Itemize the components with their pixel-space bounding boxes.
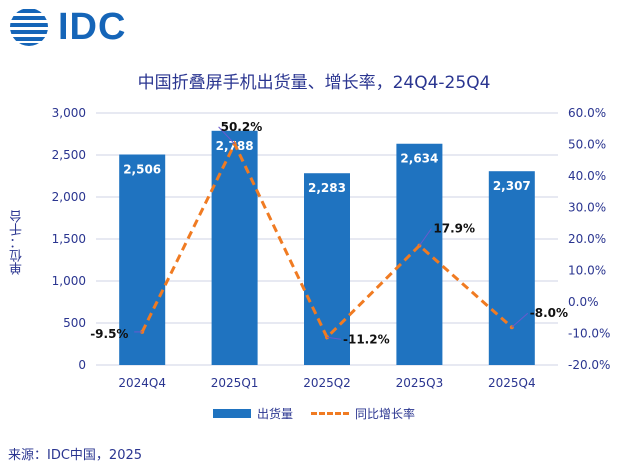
legend-swatch-bar [212,409,251,418]
y-tick-label: 3,000 [52,106,86,120]
line-value-label: 17.9% [433,222,475,236]
idc-logo: IDC [8,6,138,48]
y2-tick-label: 50.0% [568,138,606,152]
source-note: 来源：IDC中国，2025 [8,448,143,463]
y-tick-label: 2,000 [52,190,86,204]
globe-icon [10,9,48,46]
line-value-label: 50.2% [221,120,263,134]
y2-tick-label: -10.0% [568,327,610,341]
legend: 出货量 同比增长率 [0,405,628,422]
x-tick-label: 2025Q2 [303,376,351,390]
logo-text: IDC [58,6,127,48]
x-tick-label: 2025Q3 [396,376,444,390]
line-value-label: -11.2% [343,332,390,346]
bar [396,143,443,365]
bar [488,171,535,365]
line-value-label: -8.0% [530,306,568,320]
y2-tick-label: 30.0% [568,201,606,215]
bar-value-label: 2,307 [493,179,531,193]
y-tick-label: 1,000 [52,274,86,288]
y2-tick-label: -20.0% [568,358,610,372]
legend-item-line: 同比增长率 [311,405,415,422]
legend-item-bar: 出货量 [212,405,293,422]
y2-tick-label: 20.0% [568,232,606,246]
x-tick-label: 2025Q4 [488,376,536,390]
y2-tick-label: 40.0% [568,169,606,183]
line-value-label: -9.5% [90,327,128,341]
label-leader [218,126,235,145]
bar-value-label: 2,506 [123,162,161,176]
legend-swatch-line [311,412,349,415]
label-leader [418,228,432,246]
label-leader [511,312,529,328]
y-tick-label: 500 [63,316,86,330]
y2-tick-label: 10.0% [568,264,606,278]
label-leader [326,336,342,340]
y2-tick-label: 60.0% [568,106,606,120]
bar [211,130,258,365]
legend-label-bar: 出货量 [256,407,293,421]
y-tick-label: 2,500 [52,148,86,162]
bar [304,173,350,365]
x-tick-label: 2025Q1 [211,376,259,390]
y2-tick-label: 0.0% [568,295,599,309]
x-tick-label: 2024Q4 [118,376,166,390]
legend-label-line: 同比增长率 [355,407,416,421]
bar-value-label: 2,283 [308,181,346,195]
bar-value-label: 2,634 [400,152,438,166]
y-tick-label: 0 [78,358,86,372]
y-tick-label: 1,500 [52,232,86,246]
chart-title: 中国折叠屏手机出货量、增长率，24Q4-25Q4 [137,73,491,93]
